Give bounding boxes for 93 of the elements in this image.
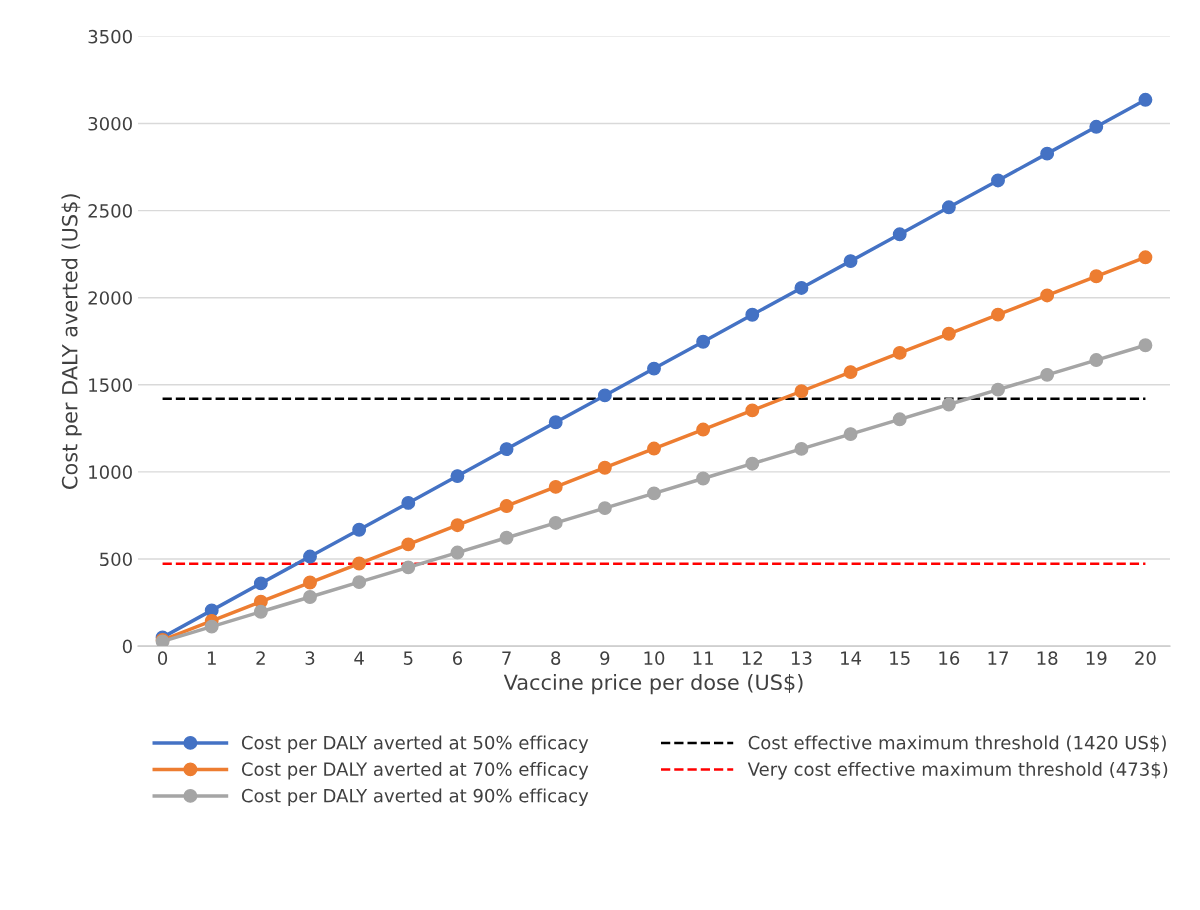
point — [892, 412, 907, 427]
x-tick-label: 8 — [551, 651, 561, 665]
point — [647, 361, 661, 376]
point — [991, 382, 1005, 397]
y-tick-label: 3000 — [88, 116, 132, 131]
point — [401, 537, 416, 552]
x-tick-label: 0 — [158, 651, 168, 665]
y-axis-title: Cost per DALY averted (US$) — [61, 194, 82, 489]
x-tick-label: 19 — [1086, 651, 1107, 665]
point — [548, 415, 563, 430]
point — [941, 326, 956, 341]
x-tick-label: 4 — [354, 651, 364, 665]
point — [253, 576, 268, 591]
point — [499, 499, 514, 513]
point — [843, 254, 858, 269]
point — [1138, 250, 1153, 265]
point — [1138, 338, 1153, 353]
x-tick-label: 14 — [841, 651, 862, 665]
y-tick-label: 1500 — [89, 378, 132, 392]
y-tick-label: 1000 — [89, 465, 132, 480]
point — [794, 384, 809, 399]
point — [597, 460, 612, 475]
x-tick-label: 6 — [452, 651, 463, 665]
point — [1040, 288, 1055, 303]
point — [450, 518, 465, 533]
point — [548, 479, 563, 494]
point — [352, 575, 367, 590]
x-tick-label: 13 — [791, 651, 812, 665]
point — [794, 441, 809, 456]
point — [597, 501, 612, 516]
legend-label: Very cost effective maximum threshold (473$) — [747, 762, 1168, 780]
y-tick-label: 2000 — [88, 291, 132, 305]
point — [745, 307, 760, 322]
point — [1040, 146, 1055, 161]
x-tick-label: 3 — [305, 651, 315, 665]
point — [1040, 367, 1055, 382]
x-tick-label: 12 — [742, 651, 762, 665]
point — [696, 334, 711, 349]
point — [745, 403, 760, 418]
point — [647, 486, 661, 501]
x-tick-label: 7 — [502, 651, 511, 665]
x-tick-label: 20 — [1135, 651, 1156, 665]
x-tick-label: 1 — [207, 651, 216, 665]
y-tick-label: 500 — [100, 552, 132, 567]
point — [696, 422, 711, 437]
point — [892, 345, 907, 360]
x-tick-label: 17 — [988, 651, 1008, 665]
point — [303, 590, 317, 604]
point — [450, 545, 465, 560]
point — [450, 469, 465, 484]
x-axis-title: Vaccine price per dose (US$) — [503, 673, 803, 695]
legend-label: Cost per DALY averted at 70% efficacy — [241, 762, 589, 780]
point — [745, 456, 760, 471]
x-tick-label: 9 — [600, 651, 610, 665]
point — [843, 365, 858, 380]
x-tick-label: 10 — [644, 651, 665, 665]
point — [401, 495, 416, 510]
point — [1138, 92, 1153, 107]
point — [647, 441, 661, 456]
point — [1089, 353, 1104, 368]
point — [1089, 119, 1104, 134]
x-tick-label: 16 — [939, 651, 960, 665]
point — [352, 556, 367, 571]
x-tick-label: 11 — [693, 651, 713, 665]
point — [794, 280, 809, 295]
point — [204, 619, 219, 634]
point — [401, 560, 416, 575]
legend-label: Cost effective maximum threshold (1420 US$) — [748, 735, 1166, 752]
point — [696, 471, 711, 486]
point — [843, 427, 858, 442]
y-tick-label: 2500 — [88, 204, 132, 218]
y-tick-label: 0 — [122, 639, 132, 654]
x-tick-label: 18 — [1037, 651, 1058, 665]
point — [548, 515, 563, 530]
point — [991, 307, 1005, 322]
point — [303, 549, 317, 564]
point — [991, 173, 1005, 188]
point — [499, 530, 514, 545]
x-tick-label: 15 — [890, 651, 910, 665]
point — [941, 397, 956, 412]
point — [352, 522, 367, 537]
point — [941, 200, 956, 215]
point — [253, 604, 268, 619]
point — [597, 388, 612, 403]
point — [1089, 269, 1104, 284]
x-tick-label: 5 — [403, 651, 413, 665]
x-tick-label: 2 — [256, 651, 265, 665]
legend-label: Cost per DALY averted at 50% efficacy — [241, 735, 589, 753]
point — [499, 442, 514, 457]
point — [892, 227, 907, 242]
point — [303, 575, 317, 590]
y-tick-label: 3500 — [88, 29, 132, 44]
legend-label: Cost per DALY averted at 90% efficacy — [241, 788, 589, 806]
